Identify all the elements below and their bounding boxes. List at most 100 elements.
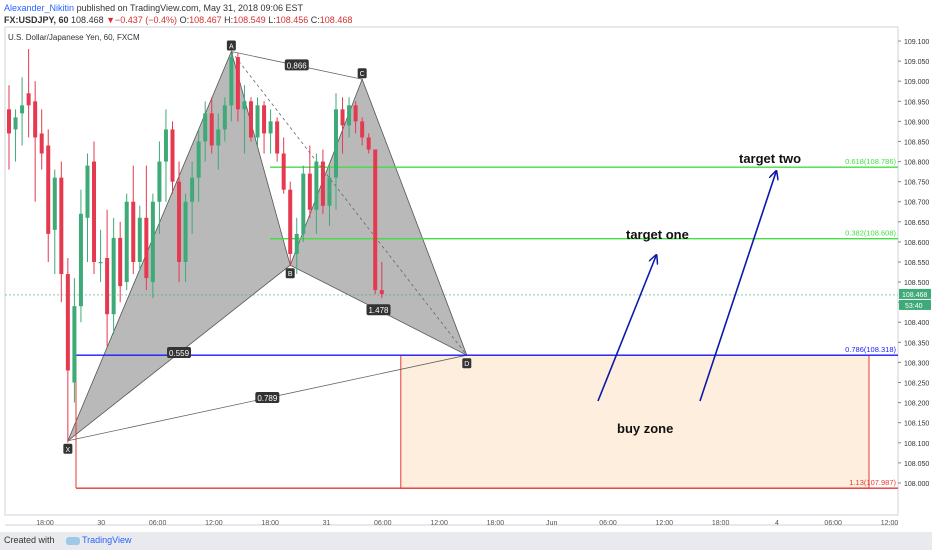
y-tick-label: 109.050 [904, 59, 929, 66]
x-tick-label: 18:00 [487, 520, 505, 527]
countdown-tag-label: 53:40 [905, 303, 923, 310]
y-tick-label: 108.050 [904, 461, 929, 468]
pattern-point-badge [63, 443, 73, 454]
author-link[interactable]: Alexander_Nikitin [4, 3, 75, 13]
candle-body [52, 177, 57, 230]
current-price-tag-label: 108.468 [902, 292, 927, 299]
countdown-tag [899, 299, 931, 310]
pattern-point-label: X [66, 447, 71, 454]
candle-body [307, 173, 312, 210]
candle-body [320, 161, 325, 206]
x-tick-label: 18:00 [712, 520, 730, 527]
x-tick-label: 12:00 [881, 520, 899, 527]
candle-body [46, 145, 51, 234]
y-tick-label: 108.250 [904, 381, 929, 388]
price-change: ▼−0.437 (−0.4%) [106, 15, 178, 25]
candle-body [340, 109, 345, 126]
x-tick-label: Jun [546, 520, 557, 527]
x-tick-label: 18:00 [261, 520, 279, 527]
tradingview-brand[interactable]: TradingView [66, 535, 132, 545]
chart-header: Alexander_Nikitin published on TradingVi… [4, 2, 352, 26]
candle-body [360, 121, 365, 138]
candle-body [7, 109, 11, 134]
x-tick-label: 30 [97, 520, 105, 527]
candle-body [33, 101, 38, 138]
publish-info: published on TradingView.com, May 31, 20… [76, 3, 304, 13]
candle-body [203, 113, 208, 142]
y-tick-label: 108.400 [904, 320, 929, 327]
candle-body [334, 109, 338, 178]
pattern-point-badge [357, 68, 367, 79]
y-tick-label: 109.100 [904, 39, 929, 46]
x-tick-label: 31 [323, 520, 331, 527]
candle-body [111, 237, 116, 315]
candle-body [255, 105, 260, 138]
candle-body [190, 177, 195, 202]
fib-level-label: 0.618(108.786) [845, 157, 896, 166]
candle-body [177, 181, 182, 262]
candle-body [347, 105, 352, 126]
y-tick-label: 108.600 [904, 240, 929, 247]
x-tick-label: 06:00 [824, 520, 842, 527]
candle-body [59, 177, 64, 275]
candle-body [268, 121, 273, 134]
y-tick-label: 108.000 [904, 481, 929, 488]
pattern-point-label: B [288, 271, 293, 278]
low-label: L: [268, 15, 276, 25]
candle-body [92, 161, 97, 262]
ratio-badge [255, 391, 280, 403]
candle-body [157, 161, 162, 202]
last-price: 108.468 [71, 15, 104, 25]
candle-body [78, 213, 83, 307]
candle-body [281, 153, 286, 190]
pattern-point-label: A [229, 43, 234, 50]
candle-body [26, 93, 31, 106]
candle-body [209, 113, 214, 146]
candle-body [150, 201, 155, 283]
candle-body [366, 137, 371, 150]
open-label: O: [179, 15, 190, 25]
x-tick-label: 06:00 [374, 520, 392, 527]
candle-body [183, 201, 188, 262]
y-tick-label: 108.100 [904, 441, 929, 448]
candle-body [275, 121, 280, 154]
y-tick-label: 108.350 [904, 340, 929, 347]
y-tick-label: 109.000 [904, 79, 929, 86]
ratio-label: 0.866 [287, 61, 308, 70]
candle-body [85, 165, 90, 218]
y-tick-label: 108.850 [904, 139, 929, 146]
x-tick-label: 06:00 [149, 520, 167, 527]
candle-body [248, 101, 253, 138]
candle-body [131, 201, 136, 262]
y-tick-label: 108.300 [904, 360, 929, 367]
close-value: 108.468 [319, 15, 353, 25]
footer-bar: Created with TradingView [0, 532, 932, 550]
candle-body [353, 105, 358, 122]
y-tick-label: 108.700 [904, 200, 929, 207]
fib-level-label: 1.13(107.987) [849, 478, 896, 487]
y-tick-label: 108.800 [904, 160, 929, 167]
candle-body [118, 237, 123, 287]
fib-level-label: 0.786(108.318) [845, 345, 896, 354]
candle-body [20, 105, 25, 114]
candle-body [288, 189, 293, 254]
y-tick-label: 108.650 [904, 220, 929, 227]
ratio-label: 0.559 [169, 349, 190, 358]
arrow-target-two [699, 172, 776, 402]
candle-body [144, 217, 149, 279]
x-tick-label: 12:00 [656, 520, 674, 527]
ratio-badge [284, 59, 309, 71]
pattern-point-label: C [360, 71, 365, 78]
plot-frame [4, 26, 899, 516]
ratio-label: 0.789 [257, 394, 278, 403]
candle-body [170, 129, 175, 182]
close-label: C: [310, 15, 320, 25]
price-chart[interactable]: 109.100 109.050 109.000 108.950 108.900 108.8… [0, 0, 932, 532]
candle-body [105, 257, 110, 315]
candle-body [13, 117, 18, 130]
annotation-target-one: target one [626, 227, 689, 242]
pattern-point-badge [462, 358, 472, 369]
pattern-point-badge [226, 40, 236, 51]
annotation-target-two: target two [739, 151, 801, 166]
candle-body [373, 149, 378, 291]
